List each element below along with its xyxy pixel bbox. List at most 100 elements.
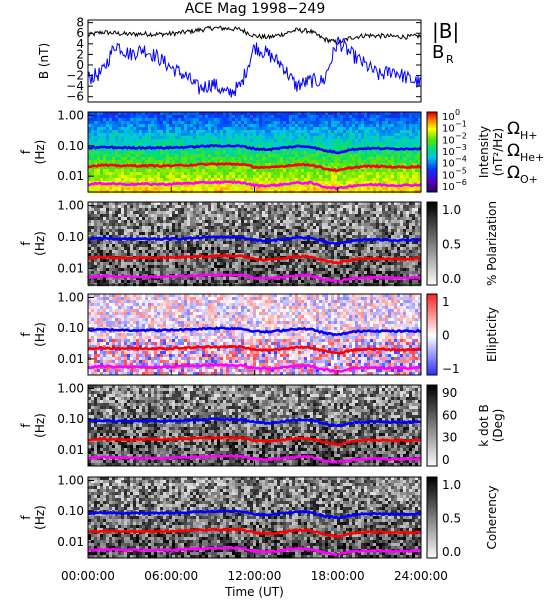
spectrogram-cell	[358, 112, 362, 116]
spectrogram-cell	[283, 157, 287, 161]
spectrogram-cell	[352, 124, 356, 128]
spectrogram-cell	[223, 151, 227, 155]
spectrogram-cell	[202, 178, 206, 182]
spectrogram-cell	[406, 220, 410, 224]
spectrogram-cell	[373, 232, 377, 236]
spectrogram-cell	[382, 160, 386, 164]
spectrogram-cell	[175, 214, 179, 218]
spectrogram-cell	[391, 157, 395, 161]
spectrogram-cell	[400, 136, 404, 140]
spectrogram-cell	[253, 142, 257, 146]
spectrogram-cell	[349, 181, 353, 185]
spectrogram-cell	[229, 169, 233, 173]
spectrogram-cell	[286, 154, 290, 158]
spectrogram-cell	[388, 175, 392, 179]
spectrogram-cell	[235, 124, 239, 128]
spectrogram-cell	[370, 157, 374, 161]
spectrogram-cell	[274, 235, 278, 239]
spectrogram-cell	[214, 226, 218, 230]
spectrogram-cell	[340, 154, 344, 158]
spectrogram-cell	[367, 157, 371, 161]
spectrogram-cell	[121, 136, 125, 140]
spectrogram-cell	[394, 187, 398, 191]
spectrogram-cell	[91, 223, 95, 227]
spectrogram-cell	[391, 127, 395, 131]
spectrogram-cell	[121, 250, 125, 254]
spectrogram-cell	[355, 130, 359, 134]
spectrogram-cell	[181, 208, 185, 212]
spectrogram-cell	[91, 250, 95, 254]
spectrogram-cell	[223, 220, 227, 224]
spectrogram-cell	[406, 229, 410, 233]
spectrogram-cell	[247, 235, 251, 239]
spectrogram-cell	[310, 202, 314, 206]
spectrogram-cell	[361, 208, 365, 212]
spectrogram-cell	[163, 151, 167, 155]
spectrogram-cell	[349, 112, 353, 116]
spectrogram-cell	[241, 184, 245, 188]
spectrogram-cell	[169, 208, 173, 212]
spectrogram-cell	[136, 244, 140, 248]
spectrogram-cell	[355, 136, 359, 140]
spectrogram-cell	[247, 208, 251, 212]
spectrogram-cell	[139, 130, 143, 134]
spectrogram-cell	[331, 112, 335, 116]
spectrogram-cell	[157, 226, 161, 230]
spectrogram-cell	[400, 226, 404, 230]
spectrogram-cell	[196, 220, 200, 224]
spectrogram-cell	[412, 217, 416, 221]
spectrogram-cell	[166, 151, 170, 155]
spectrogram-cell	[214, 205, 218, 209]
spectrogram-cell	[394, 235, 398, 239]
spectrogram-cell	[412, 187, 416, 191]
spectrogram-cell	[247, 169, 251, 173]
spectrogram-cell	[169, 160, 173, 164]
legend-subscript: He+	[520, 151, 544, 164]
spectrogram-cell	[190, 184, 194, 188]
spectrogram-cell	[88, 112, 92, 116]
spectrogram-cell	[307, 202, 311, 206]
spectrogram-cell	[163, 169, 167, 173]
spectrogram-cell	[259, 223, 263, 227]
spectrogram-cell	[418, 214, 422, 218]
spectrogram-cell	[205, 250, 209, 254]
spectrogram-cell	[187, 130, 191, 134]
spectrogram-cell	[199, 121, 203, 125]
spectrogram-cell	[97, 238, 101, 242]
spectrogram-cell	[373, 214, 377, 218]
spectrogram-cell	[271, 139, 275, 143]
spectrogram-cell	[229, 133, 233, 137]
spectrogram-cell	[166, 142, 170, 146]
spectrogram-cell	[346, 112, 350, 116]
spectrogram-cell	[277, 211, 281, 215]
spectrogram-cell	[154, 235, 158, 239]
spectrogram-cell	[118, 130, 122, 134]
spectrogram-cell	[121, 118, 125, 122]
spectrogram-cell	[124, 133, 128, 137]
spectrogram-cell	[334, 250, 338, 254]
spectrogram-cell	[286, 130, 290, 134]
spectrogram-cell	[256, 121, 260, 125]
spectrogram-cell	[394, 124, 398, 128]
spectrogram-cell	[133, 220, 137, 224]
spectrogram-cell	[136, 241, 140, 245]
spectrogram-cell	[208, 160, 212, 164]
spectrogram-cell	[226, 226, 230, 230]
spectrogram-cell	[115, 241, 119, 245]
spectrogram-cell	[118, 202, 122, 206]
spectrogram-cell	[208, 241, 212, 245]
spectrogram-cell	[241, 121, 245, 125]
spectrogram-cell	[169, 211, 173, 215]
spectrogram-cell	[397, 223, 401, 227]
spectrogram-cell	[259, 214, 263, 218]
spectrogram-cell	[298, 238, 302, 242]
spectrogram-cell	[214, 139, 218, 143]
spectrogram-cell	[253, 181, 257, 185]
spectrogram-cell	[142, 130, 146, 134]
spectrogram-cell	[349, 118, 353, 122]
colorbar-step	[427, 170, 437, 173]
spectrogram-cell	[205, 214, 209, 218]
spectrogram-cell	[367, 244, 371, 248]
spectrogram-cell	[376, 169, 380, 173]
spectrogram-cell	[412, 145, 416, 149]
